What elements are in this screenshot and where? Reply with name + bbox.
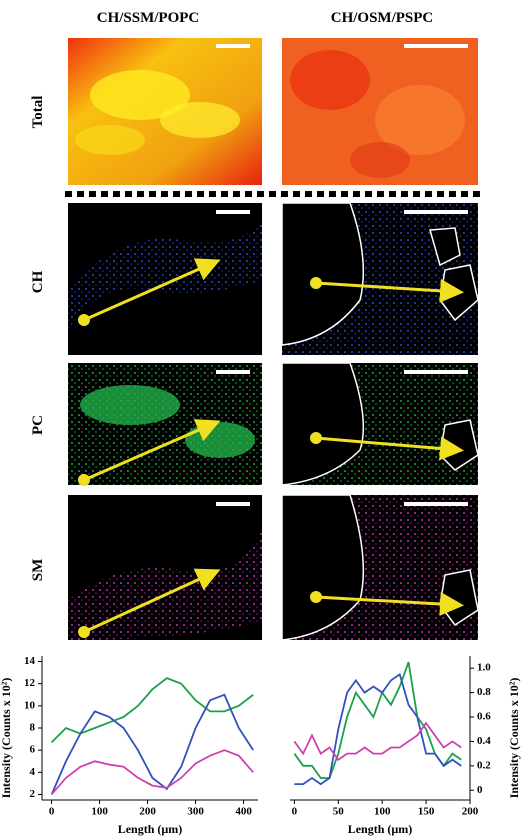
figure: CH/SSM/POPC CH/OSM/PSPC Total CH PC SM 2… [0,0,527,838]
image-panel [282,38,478,185]
image-panel [68,363,262,486]
y-tick-label: 2 [30,788,36,800]
y-tick-label: 0.6 [477,711,491,723]
y-tick-label: 14 [24,655,36,667]
y-axis-label: Intensity (Counts x 10²) [507,678,521,799]
image-panel [282,495,478,640]
line-series [52,750,254,794]
x-tick-label: 400 [235,806,252,818]
y-tick-label: 12 [24,677,36,689]
x-tick-label: 50 [333,806,345,818]
line-series [294,674,461,784]
column-title: CH/OSM/PSPC [331,10,434,26]
x-axis-label: Length (µm) [118,822,183,836]
image-panel [68,203,262,355]
y-tick-label: 6 [30,744,36,756]
x-tick-label: 100 [374,806,391,818]
y-tick-label: 1.0 [477,662,491,674]
x-tick-label: 200 [139,806,156,818]
line-series [52,695,254,795]
row-label: PC [30,415,46,435]
y-tick-label: 0 [477,784,483,796]
y-tick-label: 0.8 [477,686,491,698]
line-series [294,662,461,778]
y-tick-label: 8 [30,722,36,734]
x-tick-label: 0 [49,806,55,818]
y-tick-label: 0.2 [477,759,491,771]
x-tick-label: 100 [91,806,108,818]
image-panel [68,38,262,185]
x-axis-label: Length (µm) [348,822,413,836]
row-label: CH [30,270,46,293]
x-tick-label: 0 [292,806,298,818]
image-panel [68,495,262,640]
column-title: CH/SSM/POPC [97,10,200,26]
x-tick-label: 150 [418,806,435,818]
x-tick-label: 300 [187,806,204,818]
y-tick-label: 10 [24,699,36,711]
y-tick-label: 0.4 [477,735,491,747]
image-panel [282,203,478,355]
row-label: SM [30,559,46,582]
x-tick-label: 200 [462,806,479,818]
y-tick-label: 4 [30,766,36,778]
image-panel [282,363,478,485]
y-axis-label: Intensity (Counts x 10²) [0,678,13,799]
row-label: Total [30,96,46,129]
